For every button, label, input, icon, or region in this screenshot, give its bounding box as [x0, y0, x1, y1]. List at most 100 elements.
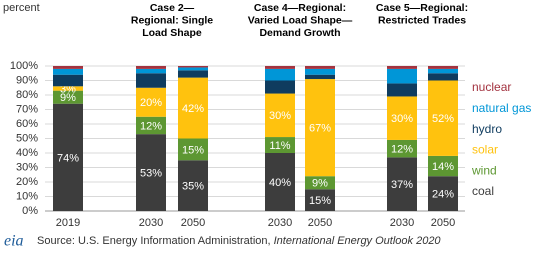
bar-segment — [53, 66, 83, 69]
data-label: 40% — [269, 177, 291, 189]
y-tick-label: 100% — [10, 60, 38, 72]
group-label: Varied Load Shape— — [248, 14, 353, 26]
data-label: 67% — [309, 123, 331, 135]
data-label: 30% — [269, 110, 291, 122]
bar-segment — [305, 74, 335, 80]
data-label: 11% — [269, 140, 290, 152]
group-label: Restricted Trades — [378, 14, 466, 26]
source-text: Source: U.S. Energy Information Administ… — [37, 235, 274, 247]
bar-segment — [428, 155, 458, 177]
x-tick-label: 2050 — [308, 217, 332, 229]
data-label: 9% — [60, 92, 76, 104]
bar-segment — [265, 80, 295, 94]
bar-segment — [265, 68, 295, 81]
x-tick-label: 2019 — [56, 217, 80, 229]
legend-entry: hydro — [472, 122, 502, 136]
bar-segment — [305, 66, 335, 69]
bar-segment — [53, 74, 83, 87]
bar-segment — [178, 66, 208, 68]
source-title: International Energy Outlook 2020 — [274, 235, 442, 247]
y-tick-label: 60% — [16, 118, 38, 130]
bar-segment — [136, 116, 166, 135]
bar-segment — [136, 66, 166, 69]
bar-segment — [136, 134, 166, 211]
y-axis-title: percent — [3, 2, 40, 14]
logo: eia — [4, 233, 24, 250]
bar-segment — [265, 153, 295, 211]
x-tick-label: 2050 — [181, 217, 205, 229]
bar-segment — [136, 73, 166, 88]
data-label: 15% — [182, 144, 204, 156]
bar-segment — [428, 68, 458, 74]
bar-segment — [178, 67, 208, 71]
group-label: Case 4—Regional: — [254, 2, 346, 14]
bar-segment — [387, 66, 417, 69]
source: Source: U.S. Energy Information Administ… — [37, 235, 441, 247]
x-tick-label: 2030 — [139, 217, 163, 229]
bar-segment — [428, 176, 458, 211]
bar-segment — [53, 86, 83, 91]
group-label: Case 2— — [150, 2, 195, 14]
bar-segment — [387, 83, 417, 97]
group-label: Load Shape — [142, 27, 202, 39]
bar-segment — [265, 93, 295, 138]
data-label: 15% — [309, 195, 331, 207]
bar-segment — [387, 68, 417, 84]
legend-entry: natural gas — [472, 101, 531, 115]
bar-segment — [178, 77, 208, 139]
bar-segment — [53, 90, 83, 104]
bar-segment — [265, 137, 295, 153]
bar-segment — [387, 157, 417, 211]
legend-entry: solar — [472, 143, 498, 157]
group-label: Case 5—Regional: — [376, 2, 468, 14]
data-label: 53% — [140, 167, 162, 179]
bar-segment — [178, 160, 208, 211]
data-label: 37% — [391, 179, 413, 191]
group-label: Regional: Single — [131, 14, 213, 26]
group-label: Demand Growth — [259, 27, 340, 39]
bar-segment — [136, 68, 166, 74]
bar-segment — [428, 66, 458, 69]
bar-segment — [387, 139, 417, 158]
bar-segment — [305, 79, 335, 177]
y-tick-label: 10% — [16, 190, 38, 202]
y-tick-label: 40% — [16, 147, 38, 159]
y-tick-label: 50% — [16, 132, 38, 144]
bar-segment — [53, 68, 83, 75]
bar-segment — [387, 96, 417, 140]
data-label: 12% — [391, 144, 413, 156]
y-tick-label: 80% — [16, 89, 38, 101]
data-label: 3% — [60, 83, 76, 95]
bar-segment — [305, 68, 335, 75]
data-label: 30% — [391, 113, 413, 125]
bar-segment — [305, 189, 335, 211]
y-tick-label: 0% — [22, 205, 38, 217]
x-tick-label: 2030 — [268, 217, 292, 229]
bar-segment — [305, 176, 335, 190]
bar-segment — [428, 73, 458, 81]
data-label: 52% — [432, 113, 454, 125]
data-label: 20% — [140, 97, 162, 109]
data-label: 74% — [57, 152, 79, 164]
data-label: 9% — [312, 178, 328, 190]
data-label: 24% — [432, 189, 454, 201]
bar-segment — [53, 103, 83, 211]
bar-segment — [136, 87, 166, 117]
y-tick-label: 90% — [16, 74, 38, 86]
data-label: 14% — [432, 161, 454, 173]
bar-segment — [178, 138, 208, 161]
bar-segment — [178, 70, 208, 78]
data-label: 42% — [182, 103, 204, 115]
bar-segment — [265, 66, 295, 69]
x-tick-label: 2030 — [390, 217, 414, 229]
data-label: 35% — [182, 181, 204, 193]
y-tick-label: 20% — [16, 176, 38, 188]
y-tick-label: 30% — [16, 161, 38, 173]
y-tick-label: 70% — [16, 103, 38, 115]
data-label: 12% — [140, 120, 162, 132]
legend-entry: nuclear — [472, 80, 511, 94]
legend-entry: coal — [472, 184, 494, 198]
legend-entry: wind — [471, 163, 497, 177]
x-tick-label: 2050 — [431, 217, 455, 229]
